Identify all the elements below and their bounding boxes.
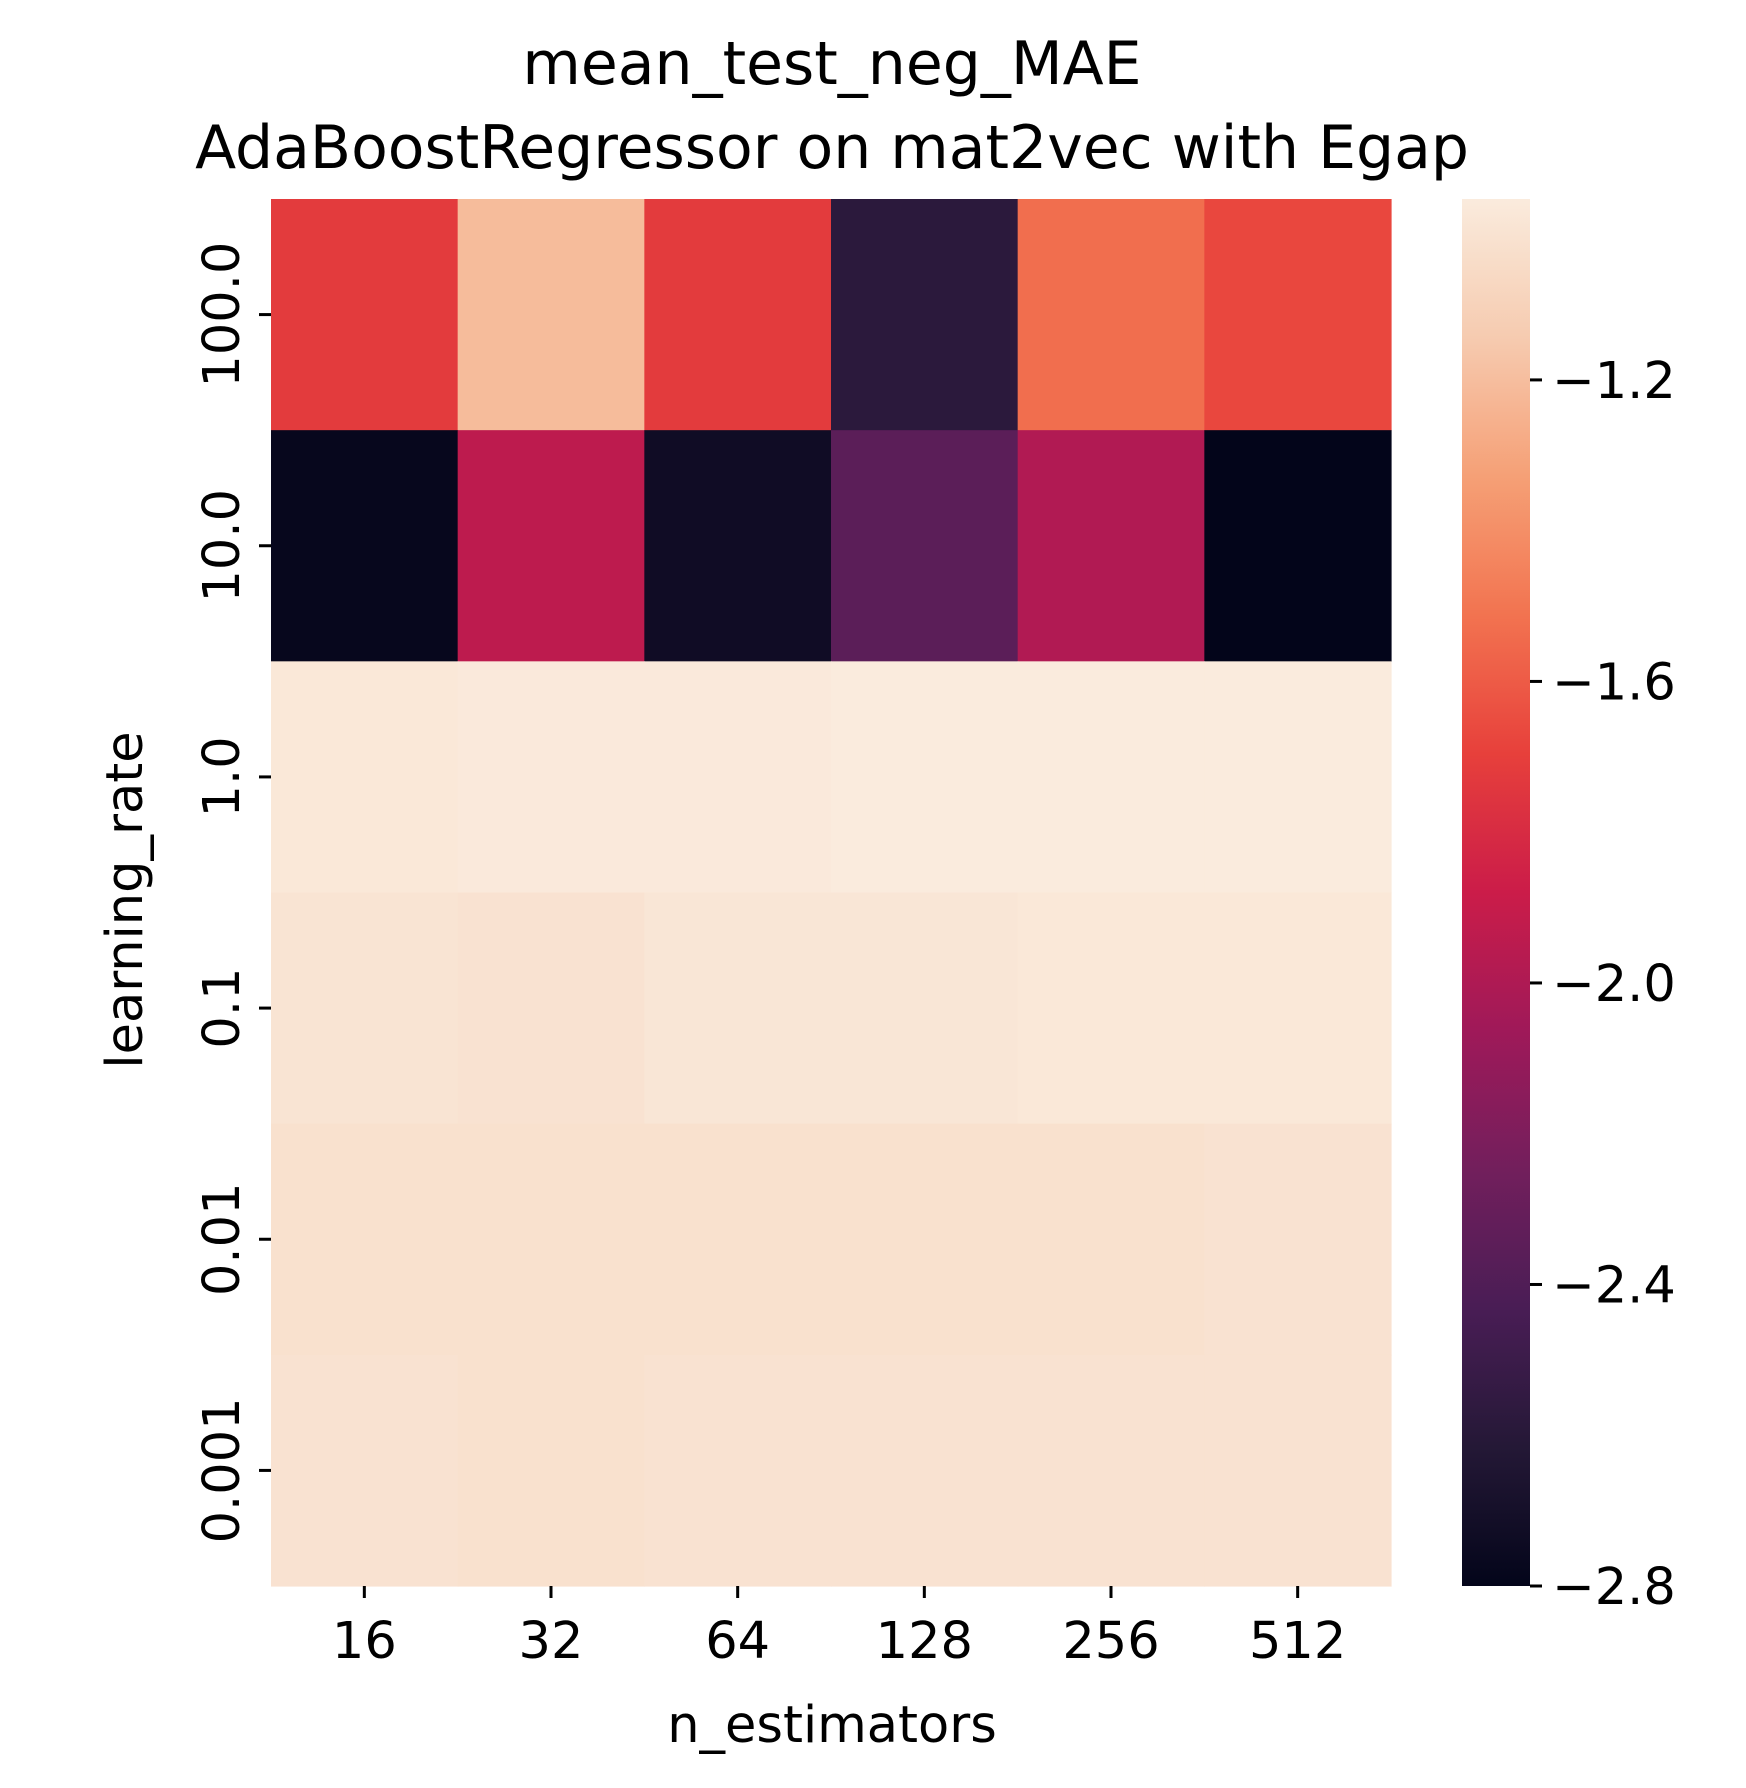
x-tick-label: 64 <box>705 1612 770 1671</box>
chart-title-line-1: mean_test_neg_MAE <box>522 29 1141 99</box>
heatmap-cell <box>831 199 1019 431</box>
heatmap-cell <box>1017 661 1205 894</box>
heatmap-cell <box>644 430 832 662</box>
heatmap-cell <box>1204 1123 1392 1356</box>
heatmap-cell <box>271 892 459 1125</box>
heatmap-cell <box>457 1123 645 1356</box>
colorbar-tick-label: −1.6 <box>1552 653 1676 712</box>
heatmap-cell <box>644 199 832 431</box>
heatmap-cell <box>271 430 459 662</box>
heatmap-cell <box>1017 430 1205 662</box>
heatmap-cell <box>644 1354 832 1587</box>
y-tick-label: 0.01 <box>193 1182 252 1296</box>
heatmap-cell <box>1204 892 1392 1125</box>
y-tick-label: 0.1 <box>193 968 252 1049</box>
heatmap-cell <box>1204 430 1392 662</box>
chart-title-line-2: AdaBoostRegressor on mat2vec with Egap <box>195 113 1469 183</box>
heatmap-cell <box>457 892 645 1125</box>
heatmap-cell <box>644 661 832 894</box>
x-axis-ticks: 16 32 64 128 256 512 <box>332 1586 1346 1671</box>
heatmap-cell <box>831 430 1019 662</box>
heatmap-cell <box>271 1354 459 1587</box>
y-tick-label: 0.001 <box>193 1397 252 1543</box>
heatmap-cell <box>1017 892 1205 1125</box>
heatmap-cell <box>271 661 459 894</box>
colorbar-tick-label: −2.8 <box>1552 1558 1676 1617</box>
colorbar-tick-label: −2.0 <box>1552 955 1676 1014</box>
heatmap-cell <box>644 892 832 1125</box>
y-tick-label: 100.0 <box>193 242 252 388</box>
heatmap-cell <box>1017 199 1205 431</box>
heatmap-cell <box>1204 661 1392 894</box>
colorbar-ticks: −1.2 −1.6 −2.0 −2.4 −2.8 <box>1530 352 1676 1617</box>
heatmap-cell <box>831 1123 1019 1356</box>
heatmap-cell <box>271 199 459 431</box>
heatmap-cell <box>1017 1123 1205 1356</box>
y-tick-label: 1.0 <box>193 736 252 817</box>
y-tick-label: 10.0 <box>193 489 252 603</box>
heatmap-cell <box>271 1123 459 1356</box>
heatmap-cell <box>831 892 1019 1125</box>
heatmap-cell <box>457 430 645 662</box>
x-axis-label: n_estimators <box>667 1696 997 1755</box>
heatmap-cell <box>1017 1354 1205 1587</box>
x-tick-label: 128 <box>876 1612 973 1671</box>
colorbar-tick-label: −1.2 <box>1552 352 1676 411</box>
heatmap-cell <box>457 1354 645 1587</box>
heatmap-cell <box>644 1123 832 1356</box>
heatmap-cells <box>271 199 1392 1587</box>
heatmap-cell <box>1204 1354 1392 1587</box>
heatmap-cell <box>1204 199 1392 431</box>
x-tick-label: 512 <box>1249 1612 1346 1671</box>
x-tick-label: 32 <box>519 1612 584 1671</box>
y-axis-ticks: 100.0 10.0 1.0 0.1 0.01 0.001 <box>193 242 271 1543</box>
colorbar <box>1462 199 1530 1586</box>
y-axis-label: learning_rate <box>96 731 155 1068</box>
heatmap-cell <box>831 661 1019 894</box>
colorbar-tick-label: −2.4 <box>1552 1256 1676 1315</box>
heatmap-cell <box>831 1354 1019 1587</box>
heatmap-cell <box>457 661 645 894</box>
x-tick-label: 256 <box>1062 1612 1159 1671</box>
heatmap-cell <box>457 199 645 431</box>
x-tick-label: 16 <box>332 1612 397 1671</box>
